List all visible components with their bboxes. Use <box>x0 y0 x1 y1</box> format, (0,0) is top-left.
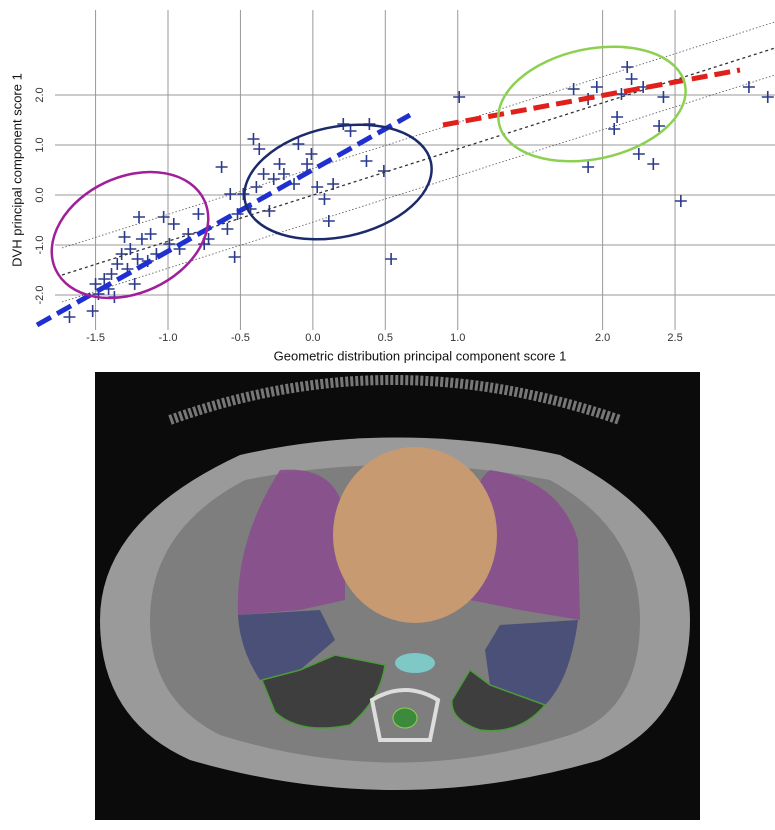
point <box>625 73 638 85</box>
x-tick-label: -1.5 <box>86 332 105 344</box>
point <box>453 91 466 103</box>
point <box>761 91 774 103</box>
x-axis-title: Geometric distribution principal compone… <box>274 348 567 363</box>
spinal-cord <box>392 707 418 729</box>
point <box>385 253 398 265</box>
table <box>168 375 622 425</box>
point <box>657 91 670 103</box>
y-tick-label: -2.0 <box>34 286 46 305</box>
point <box>621 61 634 73</box>
point <box>118 231 131 243</box>
point <box>567 83 580 95</box>
x-tick-label: 2.5 <box>667 332 682 344</box>
point <box>273 158 286 170</box>
point <box>215 161 228 173</box>
x-tick-label: -1.0 <box>159 332 178 344</box>
point <box>305 148 318 160</box>
lung-left-lower <box>260 654 386 729</box>
y-axis-title: DVH principal component score 1 <box>9 73 24 267</box>
cluster-ellipse <box>497 45 687 163</box>
point <box>111 258 124 270</box>
y-tick-label: 2.0 <box>34 87 46 102</box>
point <box>144 228 157 240</box>
point <box>105 268 118 280</box>
point <box>250 181 263 193</box>
point <box>128 278 141 290</box>
point <box>301 158 314 170</box>
point <box>89 278 102 290</box>
annotations <box>35 21 775 328</box>
point <box>135 233 148 245</box>
point <box>192 208 205 220</box>
lung-right-lower <box>451 668 547 732</box>
ct-image <box>95 372 700 820</box>
point <box>257 168 270 180</box>
point <box>277 168 290 180</box>
point <box>253 143 266 155</box>
upper-bound-line <box>61 21 775 249</box>
y-tick-label: -1.0 <box>34 236 46 255</box>
lower-bound-line <box>61 74 775 303</box>
point <box>632 148 645 160</box>
lung-right-middle <box>485 620 578 705</box>
regression-line <box>61 47 775 276</box>
y-tick-label: 0.0 <box>34 187 46 202</box>
point <box>318 193 331 205</box>
point <box>224 188 237 200</box>
point <box>115 248 128 260</box>
cluster-ellipse <box>50 170 210 300</box>
point <box>86 305 99 317</box>
x-tick-label: 1.0 <box>450 332 465 344</box>
point <box>615 88 628 100</box>
point <box>228 251 241 263</box>
point <box>590 81 603 93</box>
point <box>124 243 137 255</box>
x-tick-label: -0.5 <box>231 332 250 344</box>
scatter-plot: -1.5 -1.0 -0.5 0.0 0.5 1.0 2.0 2.5 2.0 1.0 0.0 -1.0… <box>34 10 775 344</box>
point <box>133 211 146 223</box>
point <box>742 81 755 93</box>
x-tick-label: 2.0 <box>595 332 610 344</box>
point <box>263 205 276 217</box>
point <box>611 111 624 123</box>
lung-left-middle <box>238 610 335 680</box>
blue-fit-line <box>35 112 412 328</box>
point <box>267 173 280 185</box>
point <box>647 158 660 170</box>
lung-right-upper <box>470 470 580 620</box>
point <box>344 125 357 137</box>
point <box>167 218 180 230</box>
point <box>674 195 687 207</box>
point <box>292 138 305 150</box>
x-tick-label: 0.0 <box>305 332 320 344</box>
point <box>360 155 373 167</box>
point <box>63 311 76 323</box>
y-tick-label: 1.0 <box>34 137 46 152</box>
heart <box>333 447 497 623</box>
point <box>311 181 324 193</box>
esophagus <box>395 653 435 673</box>
point <box>221 223 234 235</box>
vertebra <box>369 688 441 742</box>
cluster-ellipse <box>243 123 433 241</box>
point <box>131 253 144 265</box>
point <box>653 120 666 132</box>
point <box>98 273 111 285</box>
point <box>582 161 595 173</box>
red-fit-line <box>442 67 741 128</box>
x-tick-label: 0.5 <box>378 332 393 344</box>
lung-left-upper <box>237 469 345 615</box>
point <box>247 133 260 145</box>
point <box>608 123 621 135</box>
